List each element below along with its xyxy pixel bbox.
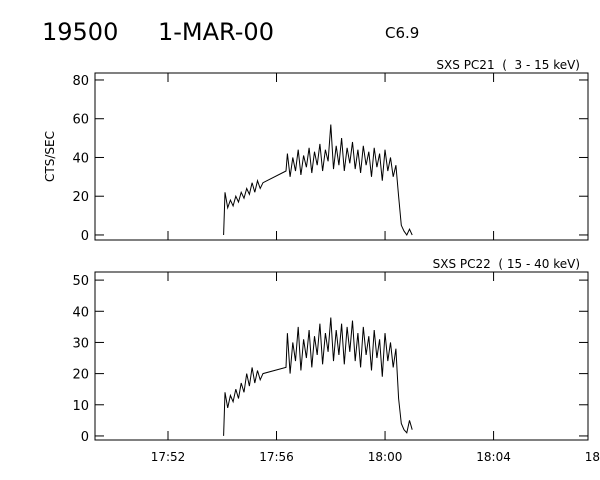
- y-tick-label: 20: [72, 368, 89, 383]
- y-axis-label: CTS/SEC: [43, 131, 57, 182]
- y-tick-label: 40: [72, 151, 89, 166]
- data-line: [223, 124, 413, 236]
- x-tick-label: 18:04: [476, 450, 511, 464]
- event-number: 19500: [42, 18, 118, 46]
- y-tick-label: 50: [72, 274, 89, 289]
- y-tick-label: 0: [81, 229, 89, 244]
- y-tick-label: 30: [72, 336, 89, 351]
- x-tick-label: 17:52: [151, 450, 186, 464]
- x-tick-label: 17:56: [259, 450, 294, 464]
- y-tick-label: 20: [72, 190, 89, 205]
- panel-title: SXS PC21 ( 3 - 15 keV): [436, 58, 580, 72]
- y-tick-label: 80: [72, 74, 89, 89]
- x-tick-label: 18:00: [368, 450, 403, 464]
- y-tick-label: 10: [72, 399, 89, 414]
- plot-frame: [94, 271, 589, 441]
- date: 1-MAR-00: [158, 18, 274, 46]
- x-tick-label: 18:08: [585, 450, 600, 464]
- y-tick-label: 0: [81, 430, 89, 445]
- panel-title: SXS PC22 ( 15 - 40 keV): [433, 257, 580, 271]
- flare-class: C6.9: [385, 24, 419, 42]
- plot-frame: [94, 72, 589, 241]
- y-tick-label: 40: [72, 305, 89, 320]
- y-tick-label: 60: [72, 113, 89, 128]
- data-line: [223, 317, 413, 436]
